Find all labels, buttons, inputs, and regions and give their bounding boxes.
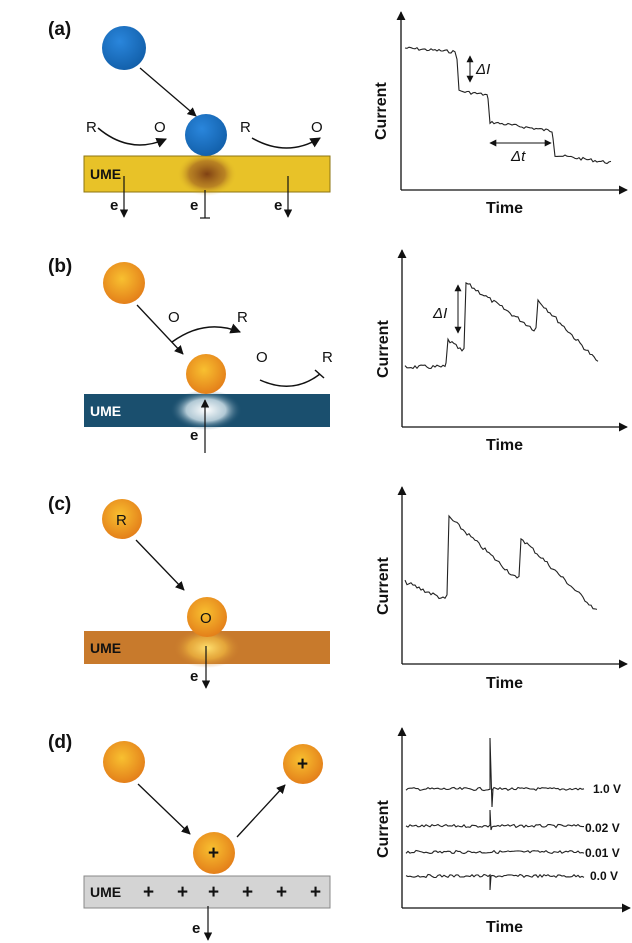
panel-label-c: (c) [48,494,71,515]
current-trace [404,46,612,165]
active-region [173,628,241,668]
delta-i-label: ΔI [432,305,447,322]
current-trace [404,514,598,610]
electron-label-3: e [274,197,282,214]
electrode-charge: + [276,882,287,903]
electrode-charge: + [242,882,253,903]
species-o-left: O [154,119,166,136]
voltage-label-3: 0.01 V [585,846,620,860]
approach-arrow [137,783,191,835]
particle-label-r: R [116,512,127,529]
nanoparticle-incoming [103,262,145,304]
voltage-label-2: 0.02 V [585,821,620,835]
electron-label-1: e [110,197,118,214]
x-axis-label: Time [486,675,523,692]
current-trace-0v [405,873,585,891]
chart-d: Current Time 1.0 V 0.02 V 0.01 V 0.0 V [375,727,631,936]
panel-label-a: (a) [48,19,71,40]
nanoparticle-oxidized [283,744,323,784]
redox-blocked-bar [314,369,325,379]
delta-t-label: Δt [510,148,526,165]
species-o-right: O [256,349,268,366]
electrode-charge: + [177,882,188,903]
ume-label: UME [90,166,121,182]
current-trace [404,281,599,370]
ume-electrode [83,875,331,909]
current-trace-002v [405,809,584,831]
particle-charge-in: + [208,843,219,864]
approach-arrow [136,304,184,355]
x-axis-label: Time [486,919,523,936]
species-r-right: R [322,349,333,366]
voltage-label-1: 1.0 V [593,782,621,796]
leave-arrow [236,784,286,838]
electrode-charge: + [143,882,154,903]
blocked-region [177,152,237,196]
electrode-charge: + [310,882,321,903]
species-r-right: R [240,119,251,136]
chart-b: Current Time ΔI [375,249,628,454]
species-r-left: R [86,119,97,136]
panel-a: (a) UME R O R O e e e Current Time ΔI Δt [48,11,628,219]
electron-label-2: e [190,197,198,214]
electron-label: e [190,427,198,444]
electrode-charge: + [208,882,219,903]
redox-arrow-left [171,323,241,343]
y-axis-label: Current [375,800,392,858]
voltage-label-4: 0.0 V [590,869,618,883]
chart-a: Current Time ΔI Δt [373,11,628,217]
ume-label: UME [90,884,121,900]
redox-blocked-arrow [259,373,321,387]
nanoparticle-adsorbed [185,114,227,156]
panel-d: (d) + + UME + + + + + + e Current Time [48,727,631,941]
electron-label: e [190,668,198,685]
current-trace-1v [405,737,585,808]
particle-charge-out: + [297,754,308,775]
panel-b: (b) UME O R O R e Current Time ΔI [48,249,628,454]
nanoparticle-adsorbed [193,832,235,874]
current-trace-001v [405,849,585,855]
delta-i-label: ΔI [475,61,490,78]
electron-label: e [192,920,200,937]
x-axis-label: Time [486,437,523,454]
nanoparticle-adsorbed [187,597,227,637]
panel-c: (c) R O UME e Current Time [48,486,628,692]
panel-label-b: (b) [48,256,72,277]
x-axis-label: Time [486,200,523,217]
approach-arrow [139,67,197,117]
y-axis-label: Current [375,320,392,378]
nanoparticle-incoming [103,741,145,783]
redox-arrow-right [251,137,321,149]
panel-label-d: (d) [48,732,72,753]
nanoparticle-incoming [102,26,146,70]
species-o-left: O [168,309,180,326]
ume-label: UME [90,403,121,419]
species-r-left: R [237,309,248,326]
species-o-right: O [311,119,323,136]
y-axis-label: Current [373,82,390,140]
redox-arrow-left [97,127,167,148]
chart-c: Current Time [375,486,628,692]
approach-arrow [135,539,185,591]
particle-label-o: O [200,610,212,627]
y-axis-label: Current [375,557,392,615]
nanoparticle-adsorbed [186,354,226,394]
nanoparticle-incoming [102,499,142,539]
active-region [170,390,242,430]
ume-label: UME [90,640,121,656]
